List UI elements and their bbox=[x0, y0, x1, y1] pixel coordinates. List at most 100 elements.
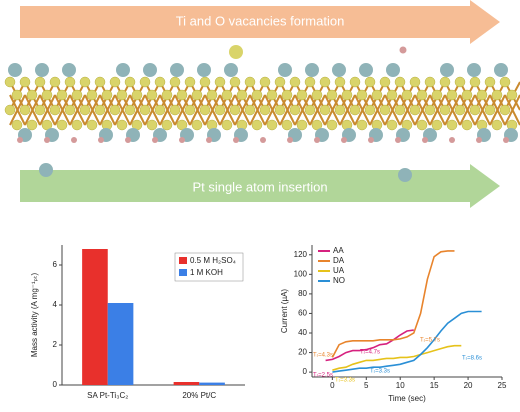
atom-ti bbox=[484, 76, 496, 88]
x-tick-label: 15 bbox=[430, 381, 439, 390]
atom-ti bbox=[386, 89, 398, 101]
x-tick-label: 5 bbox=[364, 381, 369, 390]
top-arrow bbox=[20, 0, 500, 44]
x-axis-label: Time (sec) bbox=[388, 394, 426, 403]
atom-o bbox=[287, 137, 293, 143]
atom-ti bbox=[416, 119, 428, 131]
bond bbox=[429, 94, 446, 126]
bond bbox=[474, 94, 491, 126]
bond bbox=[159, 94, 176, 126]
atom-ti bbox=[476, 89, 488, 101]
bond bbox=[204, 94, 221, 126]
atom-ti bbox=[199, 76, 211, 88]
bond bbox=[489, 94, 506, 126]
legend-label: DA bbox=[333, 256, 345, 265]
atom-ti bbox=[131, 89, 143, 101]
atom-ti bbox=[146, 119, 158, 131]
atom-ti bbox=[169, 76, 181, 88]
atom-o bbox=[503, 137, 509, 143]
atom-o bbox=[260, 137, 266, 143]
atom-ti bbox=[439, 76, 451, 88]
atom-top bbox=[305, 63, 319, 77]
y-tick-label: 60 bbox=[298, 309, 307, 318]
atom-ti bbox=[64, 104, 76, 116]
atom-ti bbox=[446, 119, 458, 131]
bond bbox=[384, 94, 401, 126]
atom-ti bbox=[124, 76, 136, 88]
y-tick-label: 100 bbox=[294, 269, 308, 278]
bond bbox=[114, 94, 131, 126]
atom-ti bbox=[334, 76, 346, 88]
bond bbox=[129, 94, 146, 126]
y-tick-label: 0 bbox=[53, 380, 58, 389]
atom-ti bbox=[229, 104, 241, 116]
atom-o bbox=[98, 137, 104, 143]
atom-o bbox=[125, 137, 131, 143]
atom-free bbox=[39, 163, 53, 177]
atom-ti bbox=[11, 119, 23, 131]
atom-o bbox=[449, 137, 455, 143]
illustration: Ti and O vacancies formation Pt single a… bbox=[4, 0, 520, 208]
bond bbox=[399, 94, 416, 126]
atom-top bbox=[224, 63, 238, 77]
atom-ti bbox=[4, 76, 16, 88]
atom-top bbox=[359, 63, 373, 77]
atom-o bbox=[206, 137, 212, 143]
atom-ti bbox=[26, 119, 38, 131]
atom-ti bbox=[191, 119, 203, 131]
atom-o bbox=[314, 137, 320, 143]
atom-ti bbox=[296, 89, 308, 101]
atom-ti bbox=[259, 76, 271, 88]
atom-top bbox=[278, 63, 292, 77]
atom-top bbox=[170, 63, 184, 77]
atom-ti bbox=[386, 119, 398, 131]
atom-ti bbox=[416, 89, 428, 101]
atom-ti bbox=[161, 89, 173, 101]
atom-free bbox=[399, 46, 407, 54]
atom-o bbox=[179, 137, 185, 143]
atom-ti bbox=[356, 119, 368, 131]
atom-o bbox=[17, 137, 23, 143]
atom-ti bbox=[176, 89, 188, 101]
bond bbox=[234, 94, 251, 126]
atom-ti bbox=[4, 104, 16, 116]
atom-ti bbox=[41, 119, 53, 131]
x-tick-label: 20 bbox=[464, 381, 473, 390]
atom-ti bbox=[184, 76, 196, 88]
atom-ti bbox=[56, 89, 68, 101]
annotation: Tᵣ=3.3s bbox=[335, 378, 355, 384]
bond bbox=[189, 94, 206, 126]
atom-o bbox=[233, 137, 239, 143]
y-tick-label: 40 bbox=[298, 328, 307, 337]
atom-ti bbox=[64, 76, 76, 88]
annotation: Tᵣ=5.7s bbox=[420, 338, 440, 344]
bond bbox=[444, 94, 461, 126]
atom-top bbox=[494, 63, 508, 77]
atom-ti bbox=[349, 104, 361, 116]
y-tick-label: 0 bbox=[303, 367, 308, 376]
atom-ti bbox=[266, 119, 278, 131]
atom-o bbox=[341, 137, 347, 143]
atom-ti bbox=[491, 119, 503, 131]
atom-ti bbox=[34, 76, 46, 88]
bond bbox=[264, 94, 281, 126]
bond bbox=[279, 94, 296, 126]
bond bbox=[84, 94, 101, 126]
atom-ti bbox=[229, 76, 241, 88]
atom-ti bbox=[41, 89, 53, 101]
atom-ti bbox=[251, 89, 263, 101]
atom-ti bbox=[379, 104, 391, 116]
atom-ti bbox=[326, 119, 338, 131]
atom-ti bbox=[49, 104, 61, 116]
y-tick-label: 80 bbox=[298, 289, 307, 298]
atom-ti bbox=[124, 104, 136, 116]
atom-ti bbox=[154, 76, 166, 88]
bond bbox=[504, 94, 520, 126]
atom-ti bbox=[251, 119, 263, 131]
atom-ti bbox=[206, 89, 218, 101]
atom-ti bbox=[244, 76, 256, 88]
atom-ti bbox=[19, 76, 31, 88]
atom-ti bbox=[364, 76, 376, 88]
atom-ti bbox=[176, 119, 188, 131]
